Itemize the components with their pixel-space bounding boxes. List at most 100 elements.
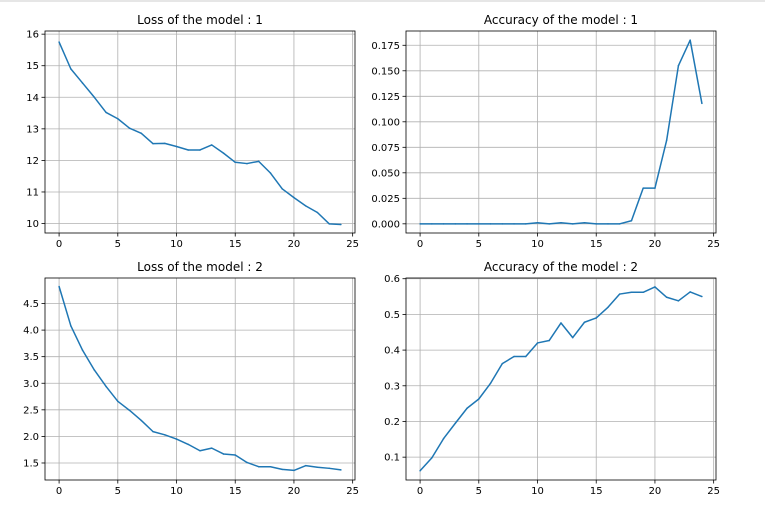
series-line: [420, 39, 703, 225]
data-point: [595, 223, 597, 225]
x-tick-label: 25: [707, 239, 720, 250]
data-point: [199, 450, 201, 452]
axes-frame: [44, 277, 356, 481]
x-tick-label: 0: [417, 486, 423, 497]
data-point: [340, 469, 342, 471]
data-point: [431, 223, 433, 225]
data-point: [442, 437, 445, 440]
data-point: [58, 41, 60, 43]
data-point: [431, 457, 433, 459]
y-tick-label: 11: [26, 187, 39, 198]
data-point: [328, 467, 330, 470]
chart-panel-4: 0 5 10 15 20 25 0.1 0.2 0.3 0.4 0.5 0.6 Accuracy of …: [384, 260, 720, 497]
x-tick-label: 25: [707, 486, 720, 497]
data-point: [571, 223, 574, 225]
x-tick-label: 5: [476, 486, 482, 497]
chart-panel-2: 0 5 10 15 20 25 0.000 0.025 0.050 0.075 0.100 0.125…: [371, 13, 720, 250]
data-point: [210, 447, 213, 449]
y-tick-label: 0.3: [384, 381, 400, 392]
data-point: [501, 362, 504, 365]
y-tick-label: 3.0: [23, 379, 39, 390]
y-tick-label: 14: [26, 93, 39, 104]
data-point: [607, 306, 609, 309]
data-point: [105, 385, 107, 388]
data-point: [257, 465, 260, 468]
axes-frame: [405, 30, 717, 234]
top-divider: [0, 0, 765, 2]
data-point: [269, 465, 272, 468]
data-point: [293, 469, 295, 472]
data-point: [618, 223, 621, 225]
data-point: [513, 355, 515, 358]
data-point: [128, 409, 131, 412]
data-point: [654, 187, 656, 189]
x-tick-label: 20: [288, 486, 301, 497]
series-line: [58, 286, 342, 472]
data-point: [642, 187, 644, 189]
y-tick-label: 10: [26, 219, 39, 230]
data-point: [210, 144, 213, 146]
data-point: [689, 39, 691, 41]
y-tick-label: 1.5: [23, 458, 39, 469]
y-tick-label: 3.5: [23, 352, 39, 363]
x-tick-label: 15: [229, 486, 242, 497]
data-point: [175, 438, 178, 440]
chart-panel-1: 0 5 10 15 20 25 10 11 12 13 14 15 16 Loss of the mode…: [26, 13, 359, 250]
data-point: [595, 317, 597, 319]
data-point: [525, 355, 527, 358]
y-tick-label: 0.2: [384, 417, 400, 428]
y-tick-label: 0.000: [371, 219, 400, 230]
data-point: [328, 223, 330, 225]
data-point: [117, 400, 119, 403]
x-tick-label: 5: [115, 239, 121, 250]
data-point: [234, 454, 236, 456]
data-point: [466, 407, 468, 410]
data-point: [478, 223, 480, 225]
data-point: [548, 223, 551, 225]
data-point: [654, 286, 656, 288]
data-point: [222, 152, 225, 154]
data-point: [419, 223, 421, 225]
y-tick-label: 15: [26, 61, 39, 72]
data-point: [501, 223, 504, 225]
data-point: [304, 205, 307, 207]
data-point: [234, 161, 236, 164]
data-point: [630, 220, 633, 222]
x-tick-label: 10: [170, 239, 183, 250]
x-tick-label: 0: [56, 239, 62, 250]
chart-panel-3: 0 5 10 15 20 25 1.5 2.0 2.5 3.0 3.5 4.0 4.5 Loss of t…: [23, 260, 359, 497]
data-point: [689, 291, 691, 293]
data-point: [164, 434, 166, 436]
data-point: [571, 336, 574, 339]
data-point: [152, 430, 154, 433]
y-tick-label: 4.0: [23, 326, 39, 337]
data-point: [442, 223, 445, 225]
chart-title: Accuracy of the model : 1: [484, 13, 638, 27]
x-tick-label: 25: [346, 486, 359, 497]
data-point: [642, 291, 644, 294]
x-tick-label: 25: [346, 239, 359, 250]
data-point: [665, 139, 668, 141]
data-point: [454, 422, 457, 425]
y-tick-label: 4.5: [23, 299, 39, 310]
data-point: [187, 443, 190, 446]
x-tick-label: 20: [649, 486, 662, 497]
x-tick-label: 10: [531, 239, 544, 250]
x-tick-label: 20: [288, 239, 301, 250]
x-tick-label: 15: [590, 486, 603, 497]
y-tick-label: 0.050: [371, 168, 400, 179]
data-point: [58, 285, 60, 288]
data-point: [152, 142, 154, 145]
data-point: [81, 349, 84, 352]
data-point: [316, 211, 319, 214]
data-point: [560, 322, 562, 324]
chart-title: Loss of the model : 2: [137, 260, 263, 274]
data-point: [525, 223, 527, 225]
data-point: [478, 398, 480, 400]
x-tick-label: 5: [476, 239, 482, 250]
y-tick-label: 0.5: [384, 310, 400, 321]
y-tick-label: 0.1: [384, 453, 400, 464]
y-tick-label: 0.150: [371, 66, 400, 77]
y-tick-label: 0.175: [371, 41, 400, 52]
